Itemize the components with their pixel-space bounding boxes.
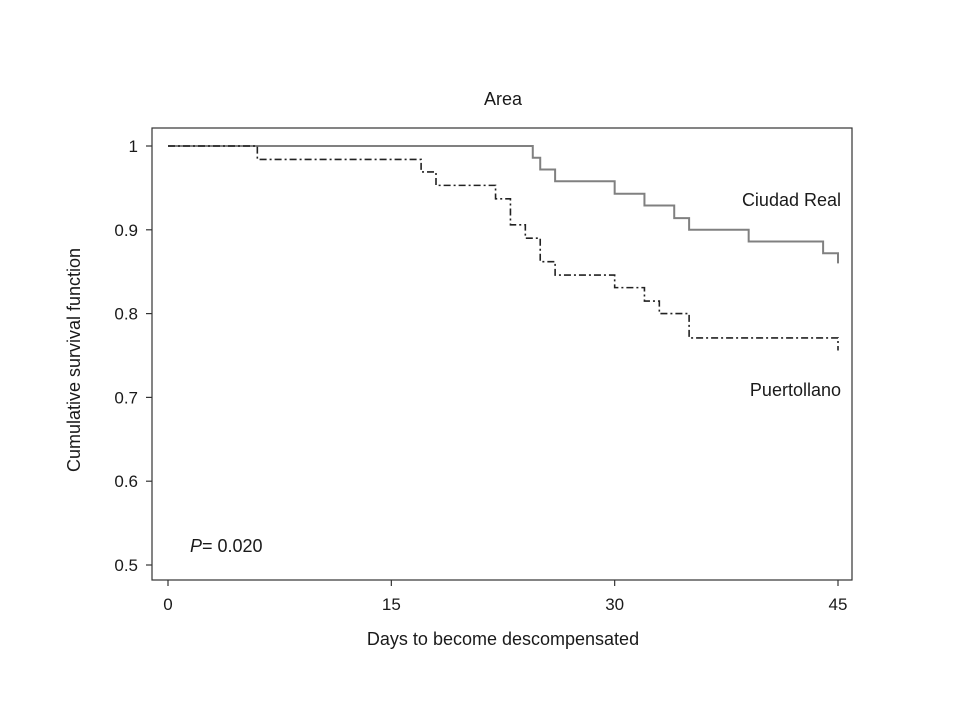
p-value-annotation: P= 0.020 xyxy=(190,536,263,556)
x-axis-title: Days to become descompensated xyxy=(367,629,639,649)
x-tick-label: 30 xyxy=(605,595,624,614)
y-tick-label: 1 xyxy=(129,137,138,156)
p-value-text: = 0.020 xyxy=(202,536,263,556)
series-line-puertollano xyxy=(168,145,839,351)
plot-area-frame xyxy=(151,127,853,581)
series-layer xyxy=(168,145,839,351)
y-tick-label: 0.5 xyxy=(114,556,138,575)
series-label-puertollano: Puertollano xyxy=(750,380,841,400)
y-tick-label: 0.9 xyxy=(114,221,138,240)
series-line-ciudad-real xyxy=(168,145,839,264)
x-tick-label: 15 xyxy=(382,595,401,614)
y-tick-label: 0.6 xyxy=(114,472,138,491)
x-tick-label: 45 xyxy=(829,595,848,614)
y-tick-label: 0.7 xyxy=(114,388,138,407)
series-label-ciudad-real: Ciudad Real xyxy=(742,190,841,210)
y-axis-title: Cumulative survival function xyxy=(64,248,84,472)
p-value-symbol: P xyxy=(190,536,202,556)
x-axis: 0 15 30 45 xyxy=(163,580,847,614)
x-tick-label: 0 xyxy=(163,595,172,614)
y-tick-label: 0.8 xyxy=(114,305,138,324)
y-axis: 0.5 0.6 0.7 0.8 0.9 1 xyxy=(114,137,152,575)
chart-title: Area xyxy=(484,89,523,109)
